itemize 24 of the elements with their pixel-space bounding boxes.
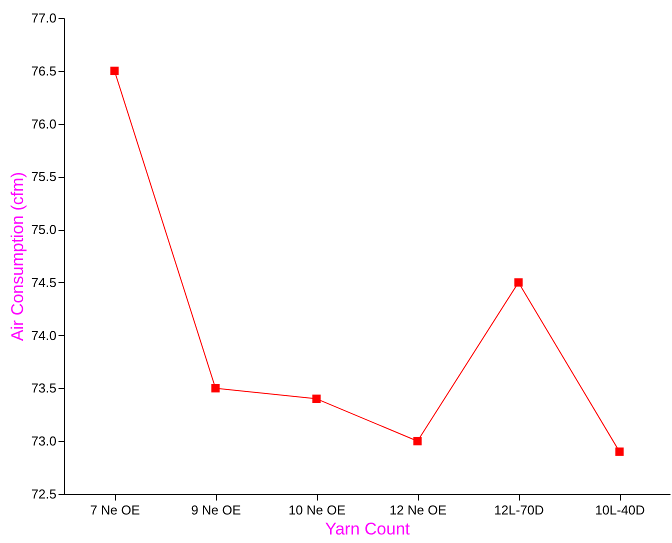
x-tick-label: 12L-70D	[494, 502, 544, 518]
x-axis-title: Yarn Count	[325, 520, 410, 538]
x-tick-label: 12 Ne OE	[389, 502, 447, 518]
y-tick-label: 73.5	[31, 380, 56, 396]
y-tick-label: 75.0	[31, 222, 56, 238]
point	[413, 436, 422, 446]
x-tick-label: 10L-40D	[595, 502, 645, 518]
point	[211, 384, 220, 392]
point	[312, 394, 321, 403]
y-axis-title: Air Consumption (cfm)	[8, 172, 28, 342]
point	[514, 278, 523, 287]
y-tick-label: 74.5	[31, 274, 56, 290]
y-tick-label: 75.5	[31, 169, 56, 184]
y-tick-label: 72.5	[31, 486, 56, 502]
y-tick-label: 76.5	[31, 63, 56, 78]
point	[110, 66, 119, 76]
point	[615, 448, 624, 456]
x-tick-label: 7 Ne OE	[90, 502, 140, 518]
x-tick-label: 10 Ne OE	[288, 502, 346, 518]
x-tick-label: 9 Ne OE	[191, 502, 242, 518]
y-tick-label: 77.0	[31, 10, 56, 26]
y-tick-label: 74.0	[31, 328, 56, 343]
y-tick-label: 76.0	[31, 116, 56, 132]
y-tick-label: 73.0	[31, 434, 56, 449]
